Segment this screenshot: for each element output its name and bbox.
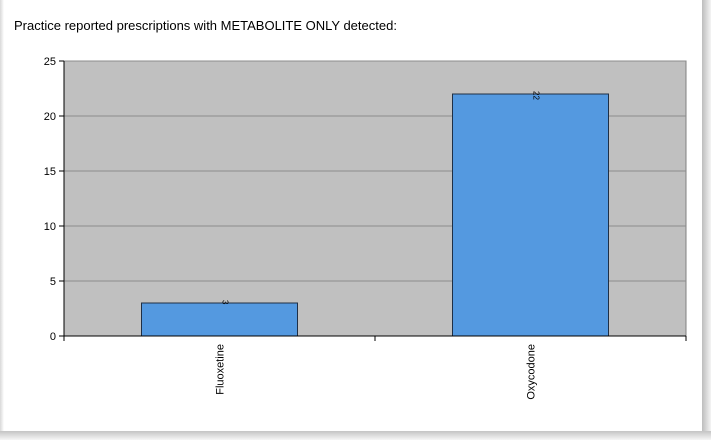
y-tick-label: 0 xyxy=(50,331,56,343)
frame-shadow-right xyxy=(702,0,711,440)
bar-fluoxetine xyxy=(141,302,298,337)
x-category-label: Oxycodone xyxy=(526,344,538,400)
axes xyxy=(63,61,687,341)
data-label: 22 xyxy=(532,91,541,100)
y-tick-label: 5 xyxy=(50,276,56,288)
bars xyxy=(141,93,609,337)
x-axis-labels: Fluoxetine Oxycodone xyxy=(215,344,538,400)
chart-title: Practice reported prescriptions with MET… xyxy=(14,18,397,33)
frame-shadow-left xyxy=(0,0,4,440)
y-axis-ticks: 0 5 10 15 20 25 xyxy=(44,56,64,343)
data-labels: 3 22 xyxy=(221,91,541,305)
x-category-label: Fluoxetine xyxy=(215,344,227,395)
y-tick-label: 20 xyxy=(44,111,56,123)
y-tick-label: 10 xyxy=(44,221,56,233)
y-tick-label: 25 xyxy=(44,56,56,68)
frame-shadow-bottom xyxy=(0,431,711,440)
bar-oxycodone xyxy=(452,93,609,337)
y-tick-label: 15 xyxy=(44,166,56,178)
data-label: 3 xyxy=(221,300,230,305)
